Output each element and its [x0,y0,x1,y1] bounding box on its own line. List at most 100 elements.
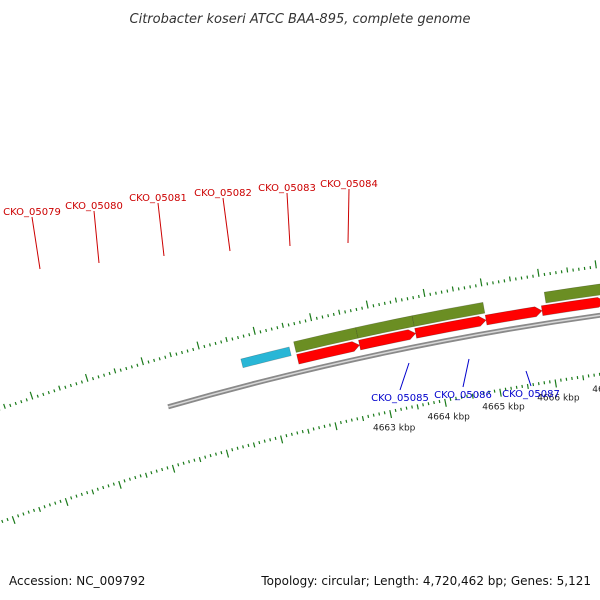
tick-mark [80,492,83,496]
tick-mark [53,389,56,393]
tick-mark [27,510,30,514]
tick-mark [177,463,180,467]
tick-mark [493,389,496,393]
tick-mark [537,268,540,277]
tick-mark [193,458,196,462]
tick-mark [334,422,338,431]
gene-leader-line [347,188,350,244]
tick-mark [58,385,61,391]
tick-mark [444,398,447,407]
tick-mark [438,399,441,404]
tick-mark [276,326,279,330]
tick-mark [38,506,42,513]
tick-mark [446,289,449,293]
tick-mark [196,341,200,350]
tick-mark [22,512,25,516]
tick-mark [17,514,20,518]
tick-mark [237,335,239,340]
tick-mark [252,442,256,448]
tick-mark [492,281,494,285]
gene-leader-line [222,197,231,252]
tick-mark [460,395,463,399]
tick-mark [70,496,73,500]
tick-mark [321,315,324,319]
tick-mark [312,427,315,431]
tick-mark [433,400,435,405]
tick-mark [474,284,477,288]
tick-mark [25,398,28,402]
tick-mark [463,286,466,290]
tick-mark [102,485,105,490]
tick-mark [406,297,409,301]
gene-leader-line [286,192,291,247]
tick-mark [91,489,95,495]
tick-mark [411,405,413,409]
tick-mark [59,499,62,503]
tick-mark [355,307,358,312]
tick-mark [307,428,310,434]
gene-leader-line [462,358,470,388]
outer-tick-track [0,260,597,411]
tick-mark [225,336,228,343]
tick-mark [139,474,142,478]
tick-mark [329,423,331,427]
tick-mark [242,334,245,338]
tick-mark [367,414,370,418]
tick-mark [20,400,23,404]
tick-mark [457,287,460,291]
map-title: Citrobacter koseri ATCC BAA-895, complet… [130,12,471,27]
tick-mark [566,267,569,273]
tick-mark [236,446,239,450]
tick-mark [169,352,172,358]
forward-gene-arrow [358,329,417,351]
tick-mark [188,460,190,464]
tick-mark [383,301,386,305]
misc-feature [240,346,292,369]
scale-label: 4664 kbp [427,413,470,423]
tick-mark [394,408,397,413]
tick-mark [140,357,144,366]
tick-mark [455,396,457,400]
gene-label: CKO_05084 [320,179,378,190]
forward-gene-arrow [540,297,600,316]
tick-mark [296,431,299,435]
tick-mark [554,379,557,388]
tick-mark [350,418,353,422]
tick-mark [293,321,296,326]
tick-mark [405,406,408,410]
gene-leader-line [93,210,100,264]
scale-labels: 4663 kbp 4664 kbp 4665 kbp 4666 kbp 4667 kbp… [373,385,600,434]
forward-gene-arrow [484,306,543,326]
tick-mark [389,410,393,419]
scale-label: 4667 kbp [592,385,600,395]
tick-mark [427,402,430,406]
tick-mark [477,392,479,396]
tick-mark [298,320,301,324]
gene-label: CKO_05083 [258,183,316,194]
tick-mark [150,471,153,475]
tick-mark [14,401,17,406]
tick-mark [332,312,335,317]
backbone-highlight [167,314,600,408]
tick-mark [128,477,131,481]
tick-mark [270,327,273,331]
tick-mark [309,313,313,322]
tick-mark [394,297,398,303]
tick-mark [466,394,468,398]
tick-mark [318,426,321,430]
tick-mark [290,432,293,436]
tick-mark [48,503,51,507]
tick-mark [497,280,500,284]
tick-mark [209,454,212,458]
tick-mark [252,326,256,335]
tick-mark [412,296,415,300]
tick-mark [422,403,424,407]
tick-mark [225,449,230,458]
forward-gene-arrow [414,315,487,339]
gene-label: CKO_05082 [194,188,252,199]
tick-mark [166,466,169,470]
tick-mark [372,304,375,308]
scale-label: 4665 kbp [482,402,525,412]
tick-mark [248,333,251,337]
tick-mark [97,375,100,379]
